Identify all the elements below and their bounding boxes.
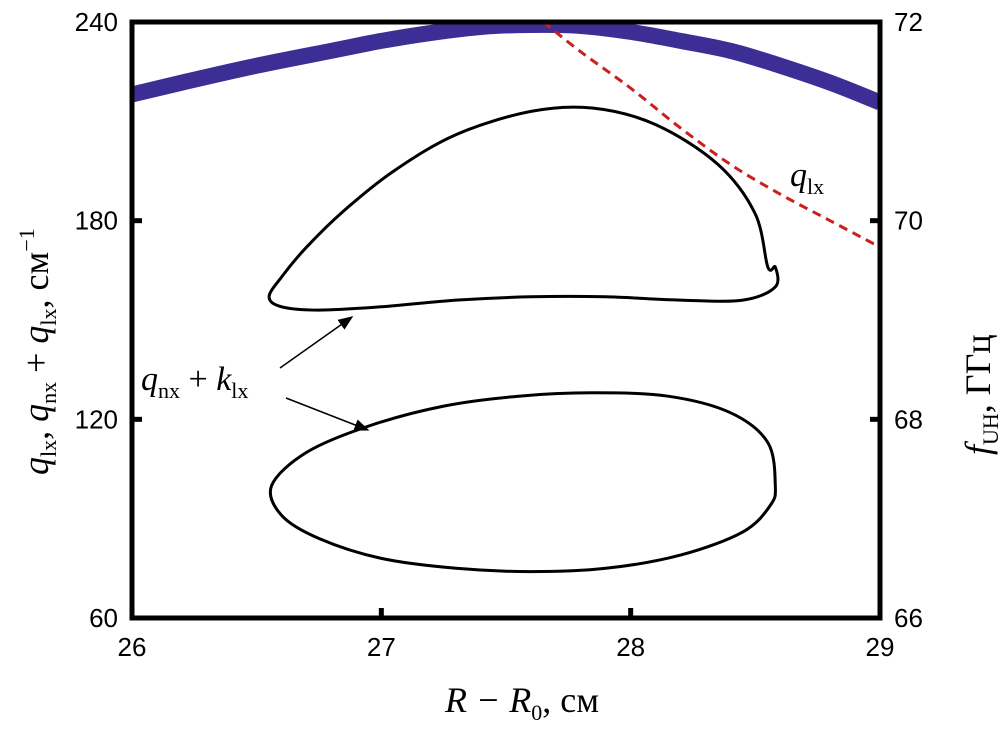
series-q-lx [542, 22, 880, 249]
y-left-tick-label: 120 [75, 404, 118, 434]
y-axis-right-title: fUH, ГГц [958, 334, 1003, 455]
x-tick-label: 26 [118, 632, 147, 662]
series-loop-lower [268, 391, 777, 574]
ticks-layer: 26 27 28 29 60 120 180 240 66 68 70 72 [75, 7, 923, 662]
annotation-qnx-klx: qnx + klx [141, 361, 248, 403]
y-left-tick-label: 240 [75, 7, 118, 37]
series-loop-upper [267, 105, 780, 312]
y-right-tick-label: 70 [894, 206, 923, 236]
y-right-tick-label: 72 [894, 7, 923, 37]
annotation-arrow-lower [285, 397, 370, 431]
curves-layer [132, 22, 880, 574]
y-left-tick-label: 60 [89, 603, 118, 633]
x-axis-title: R − R0, см [444, 680, 599, 725]
x-tick-label: 28 [616, 632, 645, 662]
y-right-tick-label: 66 [894, 603, 923, 633]
y-axis-left-title: qlx, qnx + qlx, см−1 [14, 228, 61, 475]
x-tick-label: 29 [866, 632, 895, 662]
y-left-tick-label: 180 [75, 206, 118, 236]
y-right-tick-label: 68 [894, 404, 923, 434]
annotation-q-lx: qlx [790, 157, 824, 199]
x-tick-label: 27 [367, 632, 396, 662]
annotation-arrow-upper [279, 316, 354, 369]
plot-frame [129, 19, 883, 621]
series-f-uh [132, 22, 880, 110]
